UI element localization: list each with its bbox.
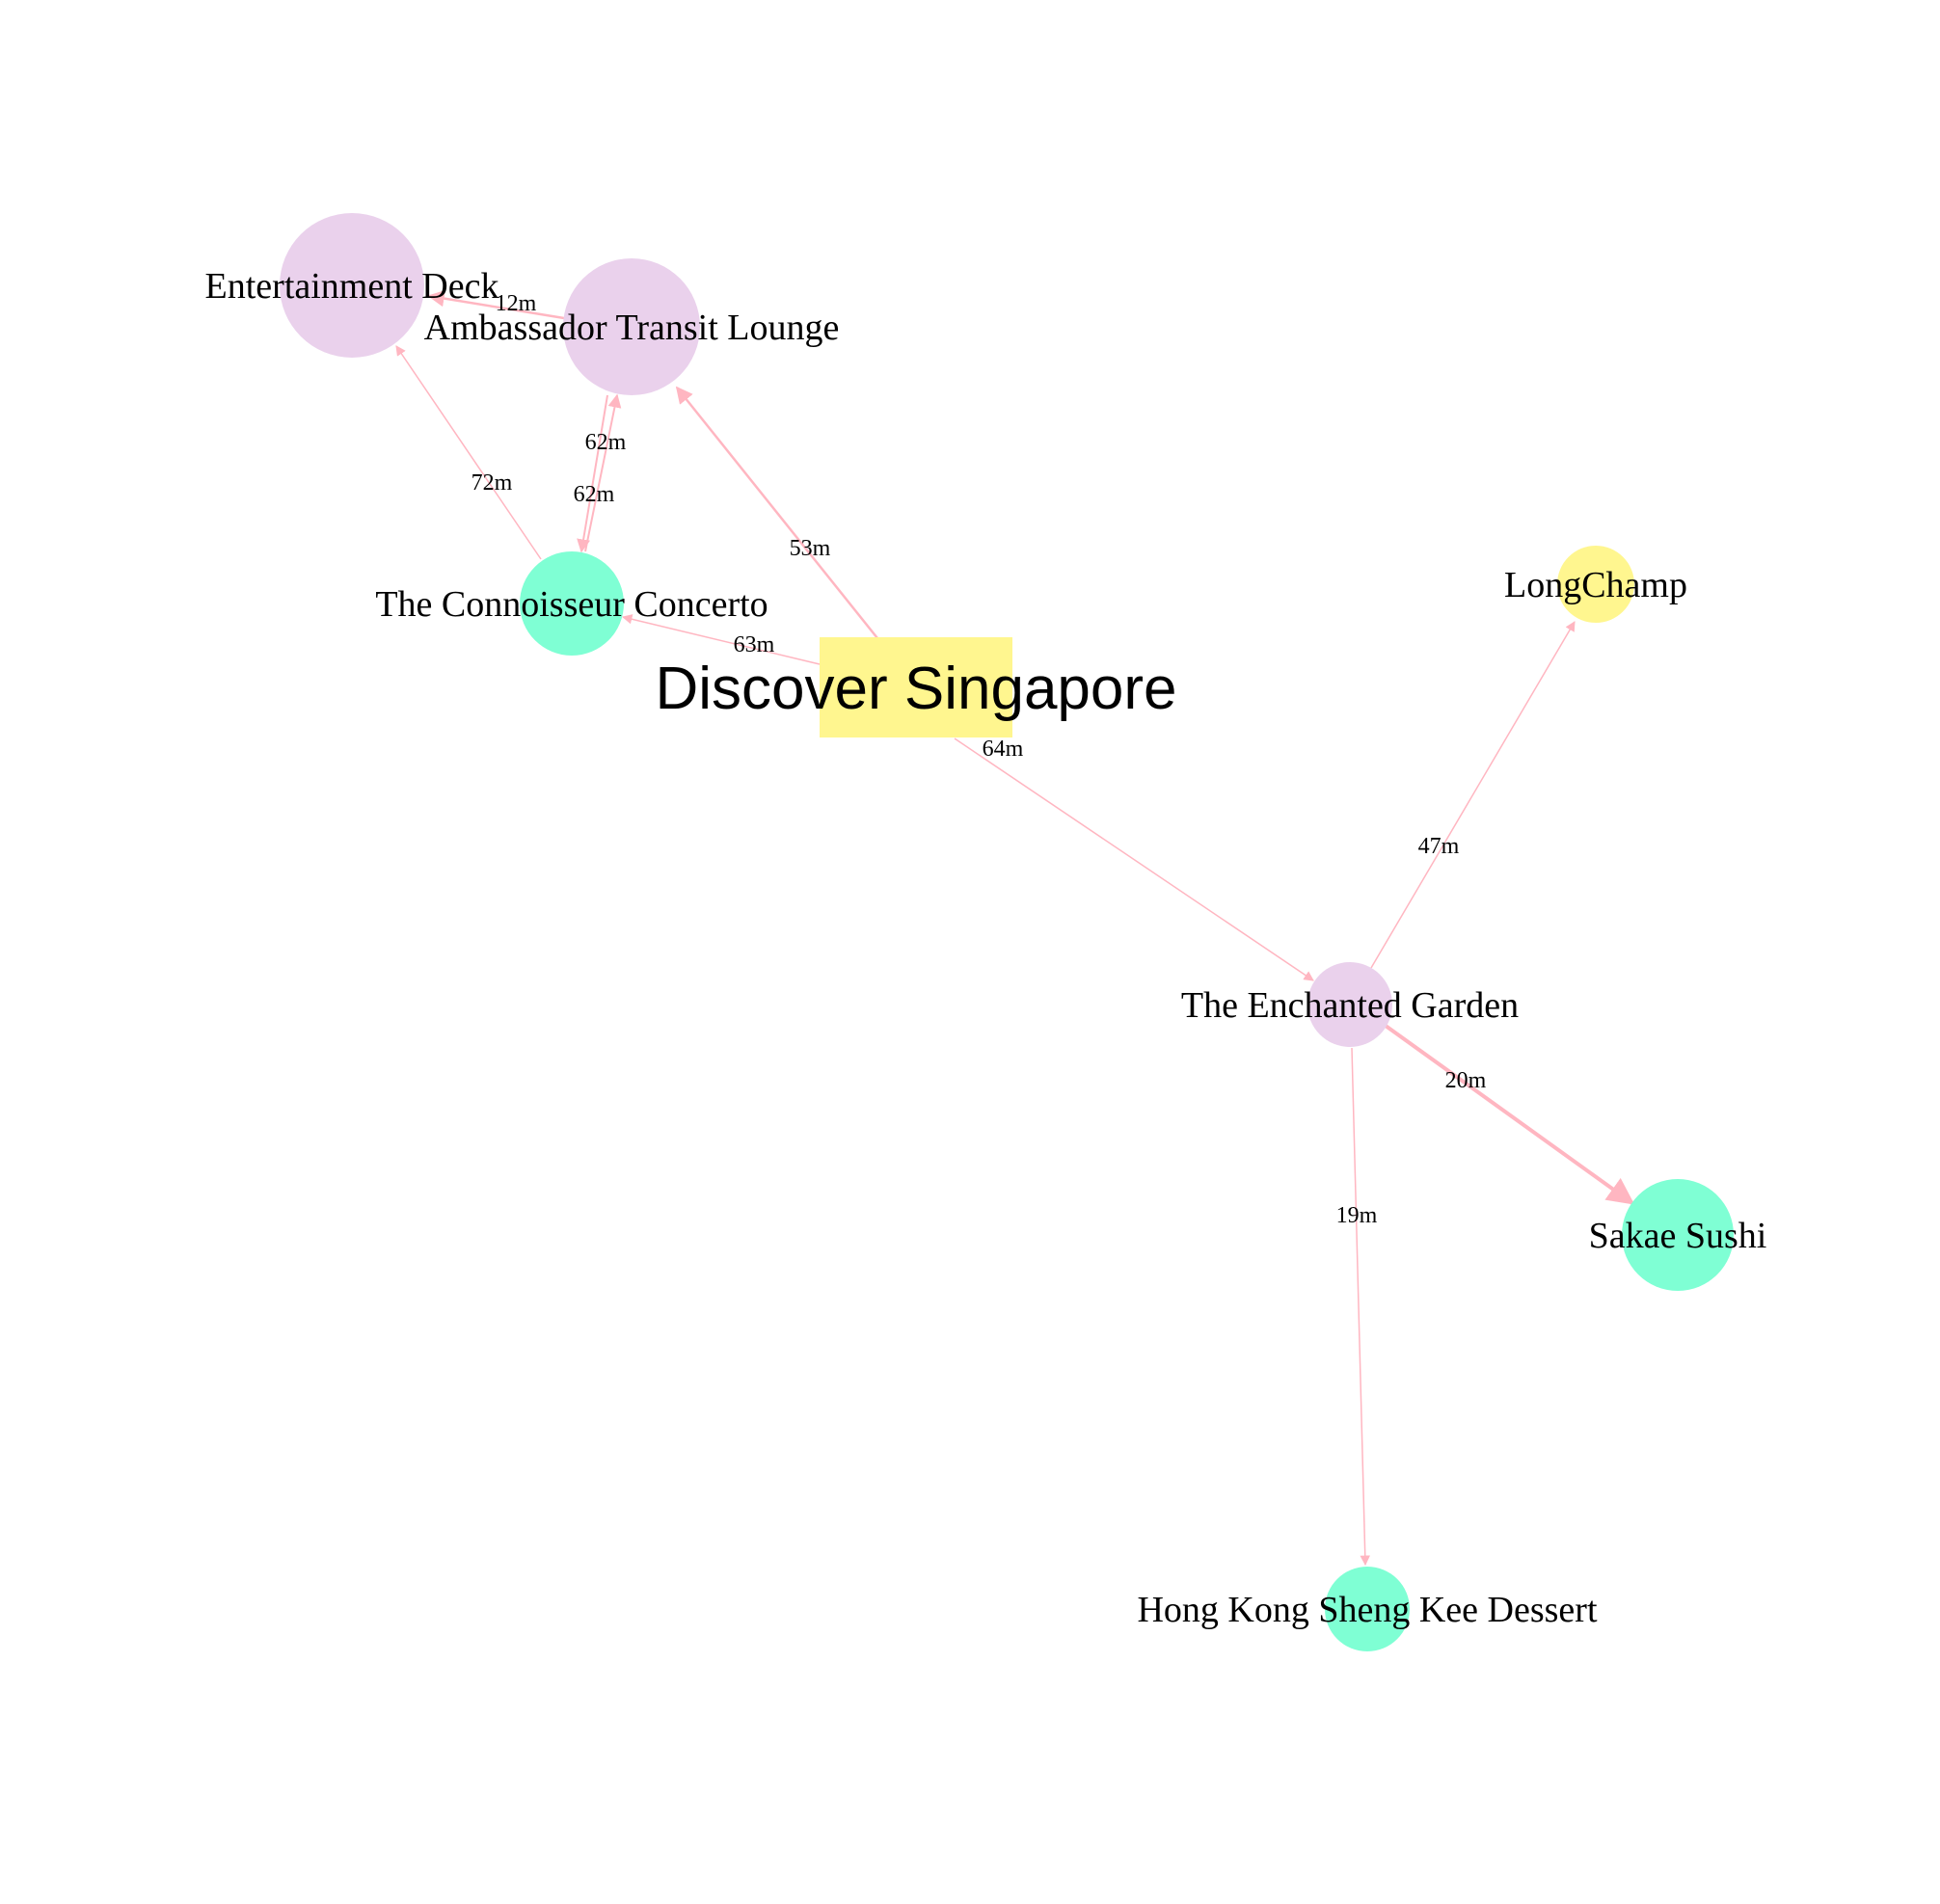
node-ambassador	[563, 258, 700, 395]
edge-discover-to-enchanted	[954, 737, 1314, 981]
edges-layer	[395, 289, 1635, 1567]
node-hongkong	[1325, 1567, 1410, 1651]
node-label-enchanted: The Enchanted Garden	[1181, 985, 1519, 1026]
edge-discover-to-ambassador	[675, 386, 878, 639]
edge-label-ambassador-to-entertainment: 12m	[496, 291, 537, 316]
edge-enchanted-to-hongkong	[1351, 1047, 1371, 1567]
edge-label-discover-to-ambassador: 53m	[790, 536, 831, 561]
edge-label-enchanted-to-hongkong: 19m	[1336, 1203, 1378, 1228]
edge-ambassador-to-connoisseur	[577, 394, 608, 553]
node-longchamp	[1557, 546, 1634, 623]
node-label-ambassador: Ambassador Transit Lounge	[424, 308, 840, 348]
edge-enchanted-to-sakae	[1384, 1024, 1635, 1205]
node-label-connoisseur: The Connoisseur Concerto	[375, 584, 768, 625]
edge-label-connoisseur-to-ambassador: 62m	[585, 430, 627, 455]
node-label-hongkong: Hong Kong Sheng Kee Dessert	[1137, 1590, 1597, 1630]
node-sakae	[1622, 1179, 1734, 1291]
edge-discover-to-connoisseur	[621, 614, 821, 665]
node-connoisseur	[520, 551, 624, 656]
node-discover	[820, 637, 1012, 737]
node-label-longchamp: LongChamp	[1504, 565, 1687, 605]
edge-label-connoisseur-to-entertainment: 72m	[472, 470, 513, 496]
edge-connoisseur-to-entertainment	[395, 345, 542, 560]
edge-label-ambassador-to-connoisseur: 62m	[574, 482, 615, 507]
node-label-entertainment: Entertainment Deck	[205, 266, 499, 307]
node-enchanted	[1307, 962, 1392, 1047]
node-label-sakae: Sakae Sushi	[1589, 1216, 1767, 1256]
edge-labels-layer: 12m 72m 62m 62m 53m 63m 64m 47m 20m 19m	[472, 291, 1487, 1228]
edge-connoisseur-to-ambassador	[584, 393, 622, 552]
edge-label-discover-to-enchanted: 64m	[983, 737, 1024, 762]
node-label-discover: Discover Singapore	[655, 656, 1176, 722]
edge-enchanted-to-longchamp	[1370, 621, 1576, 969]
node-entertainment	[280, 213, 424, 358]
edge-label-enchanted-to-longchamp: 47m	[1418, 834, 1460, 859]
nodes-layer	[280, 213, 1734, 1651]
edge-label-discover-to-connoisseur: 63m	[734, 632, 775, 657]
node-labels-layer: Discover Singapore Entertainment DeckAmba…	[205, 266, 1767, 1630]
edge-ambassador-to-entertainment	[427, 289, 565, 320]
edge-label-enchanted-to-sakae: 20m	[1445, 1068, 1487, 1093]
